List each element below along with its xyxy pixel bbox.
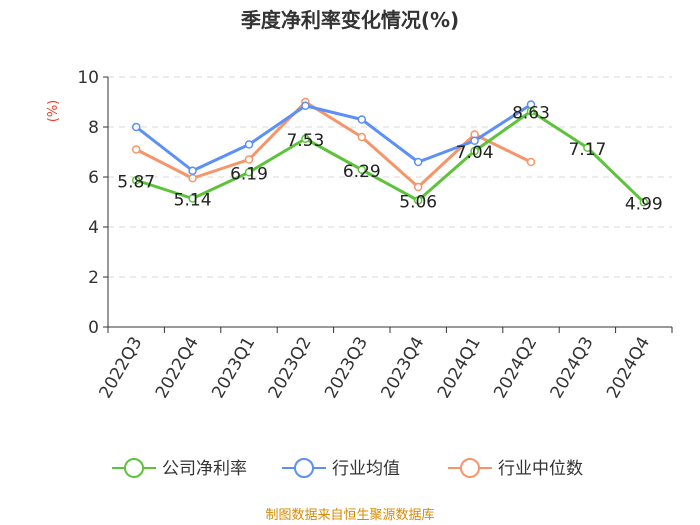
data-point-0 [470,146,479,156]
y-tick-label: 8 [88,118,99,138]
data-label: 6.29 [343,162,381,182]
series-line-1 [135,103,532,173]
data-point-1 [413,157,423,167]
data-point-1 [188,166,197,175]
grid-lines [108,76,672,278]
data-point-0 [188,194,197,203]
data-label: 5.14 [174,191,212,211]
legend[interactable]: 公司净利率 行业均值 行业中位数 [112,458,583,479]
legend-marker [460,458,480,478]
data-label: 6.19 [230,164,268,184]
legend-label: 行业中位数 [498,459,583,479]
y-tick-label: 4 [88,218,99,238]
data-label: 5.06 [399,193,437,213]
x-tick-label: 2024Q2 [490,334,541,402]
data-point-0 [413,196,423,205]
x-tick-label: 2022Q4 [152,334,203,402]
data-label: 7.04 [456,143,494,163]
x-tick-label: 2023Q2 [265,334,316,402]
data-point-0 [357,165,367,174]
x-tick-label: 2022Q3 [95,334,146,402]
data-label: 5.87 [117,172,155,192]
data-point-0 [131,176,141,185]
y-tick-label: 6 [88,168,99,188]
y-tick-label: 0 [88,318,99,338]
x-tick-label: 2023Q4 [377,334,428,402]
x-tick-label: 2024Q4 [603,334,654,402]
data-point-2 [244,155,254,164]
data-point-2 [357,132,367,142]
y-tick-label: 2 [88,268,99,288]
data-point-1 [131,122,141,132]
y-tick-label: 10 [77,68,99,88]
legend-item-0[interactable]: 公司净利率 [112,458,247,479]
legend-item-1[interactable]: 行业均值 [282,458,400,479]
data-label: 7.53 [286,131,324,151]
data-point-2 [413,182,423,192]
x-tick-label: 2024Q1 [434,333,485,401]
series-line-0 [135,109,645,204]
data-point-0 [583,143,592,152]
data-point-0 [526,107,536,116]
data-label: 4.99 [625,194,663,214]
legend-marker [294,458,314,478]
series-lines [131,97,649,207]
data-point-1 [470,136,479,145]
data-labels: 5.87 5.14 6.19 7.53 6.29 5.06 7.04 8.63 7.17 4.99 [117,103,662,214]
legend-label: 公司净利率 [162,459,247,479]
legend-label: 行业均值 [332,459,400,479]
data-point-1 [301,101,310,110]
data-point-2 [188,174,197,183]
source-note: 制图数据来自恒生聚源数据库 [265,507,434,523]
data-point-2 [526,157,536,167]
data-point-1 [357,115,367,124]
data-label: 7.17 [568,140,606,160]
data-point-1 [244,140,254,149]
data-label: 8.63 [512,103,550,123]
x-tick-label: 2023Q1 [208,334,259,402]
x-tick-label: 2023Q3 [321,334,372,402]
data-point-0 [639,198,649,207]
data-point-0 [244,168,254,177]
chart-title: 季度净利率变化情况(%) [240,8,459,32]
x-tick-label: 2024Q3 [547,334,598,402]
data-point-2 [131,145,141,154]
data-point-0 [301,134,310,143]
legend-item-2[interactable]: 行业中位数 [448,458,583,479]
legend-marker [124,458,144,478]
y-axis-label: (%) [46,100,61,123]
